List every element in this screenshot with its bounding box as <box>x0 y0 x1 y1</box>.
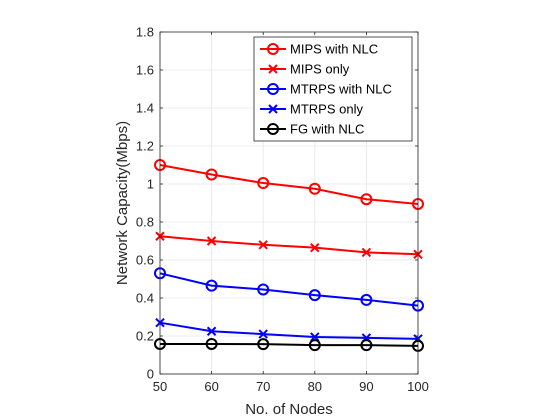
data-point <box>205 168 218 181</box>
x-tick-label: 90 <box>359 379 373 394</box>
y-tick-label: 0.2 <box>136 329 154 344</box>
x-tick-label: 80 <box>308 379 322 394</box>
series-line <box>159 321 419 340</box>
data-point <box>310 242 320 253</box>
data-point <box>257 177 270 190</box>
series-layer <box>154 159 424 352</box>
legend-item: MTRPS only <box>260 102 363 117</box>
y-tick-label: 1.4 <box>136 101 154 116</box>
data-point <box>267 83 279 95</box>
y-tick-label: 1.6 <box>136 63 154 78</box>
data-point <box>268 64 278 74</box>
legend-label: MIPS only <box>290 62 350 77</box>
data-point <box>206 236 217 246</box>
legend-label: MTRPS only <box>290 102 363 117</box>
legend-item: FG with NLC <box>260 122 364 137</box>
x-tick-label: 60 <box>204 379 218 394</box>
legend-item: MIPS only <box>260 62 350 77</box>
legend-label: MIPS with NLC <box>290 42 378 57</box>
data-point <box>258 329 268 339</box>
data-point <box>267 43 279 55</box>
data-point <box>360 293 373 306</box>
data-point <box>205 337 218 350</box>
data-point <box>206 326 217 336</box>
series-0 <box>154 159 424 210</box>
x-tick-label: 70 <box>256 379 270 394</box>
legend-label: MTRPS with NLC <box>290 82 392 97</box>
data-point <box>308 339 321 352</box>
y-tick-label: 1 <box>147 177 154 192</box>
data-point <box>205 279 218 292</box>
legend: MIPS with NLC MIPS only MTRPS with NLC MTRP… <box>253 36 413 142</box>
legend-label: FG with NLC <box>290 122 364 137</box>
data-point <box>361 247 372 258</box>
series-line <box>159 272 419 307</box>
series-line <box>159 164 419 205</box>
data-point <box>268 104 278 114</box>
y-tick-label: 0 <box>147 367 154 382</box>
x-tick-label: 50 <box>153 379 167 394</box>
series-line <box>160 342 419 347</box>
legend-item: MIPS with NLC <box>260 42 378 57</box>
y-tick-label: 0.6 <box>136 253 154 268</box>
data-point <box>258 240 268 250</box>
data-point <box>308 289 321 302</box>
y-tick-label: 1.8 <box>136 25 154 40</box>
plot-frame <box>159 31 419 375</box>
data-point <box>308 182 321 195</box>
x-tick-label: 100 <box>407 379 429 394</box>
data-point <box>257 338 270 351</box>
data-point <box>310 332 320 342</box>
data-point <box>267 123 279 135</box>
data-point <box>257 283 270 296</box>
y-tick-label: 0.4 <box>136 291 154 306</box>
series-line <box>159 235 419 256</box>
axis-ticks: 50 60 70 80 90 100 0 0.2 0.4 0.6 0.8 1 1.2 1.4 1.6 1.8 <box>136 25 429 395</box>
data-point <box>360 339 373 352</box>
y-tick-label: 0.8 <box>136 215 154 230</box>
y-axis-label: Network Capacity(Mbps) <box>114 121 131 285</box>
legend-item: MTRPS with NLC <box>260 82 392 97</box>
y-tick-label: 1.2 <box>136 139 154 154</box>
data-point <box>360 193 373 206</box>
x-axis-label: No. of Nodes <box>245 401 333 418</box>
